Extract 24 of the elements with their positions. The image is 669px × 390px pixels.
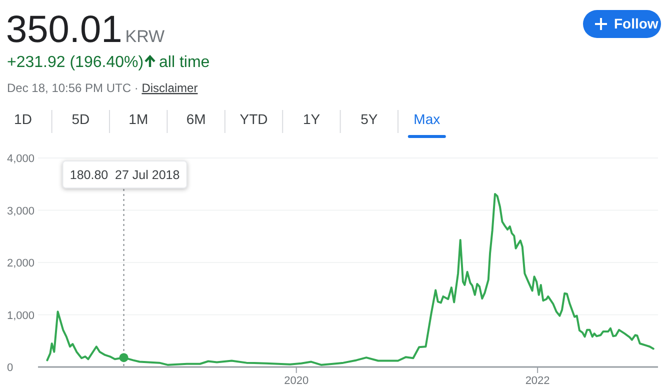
text: 1Y	[302, 111, 321, 127]
text: 5Y	[360, 111, 378, 127]
text: YTD	[240, 111, 268, 127]
y-tick-label: 3,000	[7, 205, 35, 218]
text: 1D	[14, 111, 32, 127]
text: Max	[414, 111, 440, 127]
text: 6M	[186, 111, 206, 127]
annotation: 180.80 27 Jul 2018	[70, 168, 180, 182]
y-tick-label: 4,000	[7, 153, 35, 165]
text: Follow	[614, 16, 658, 32]
line-series	[46, 193, 654, 366]
y-tick-label: 2,000	[7, 258, 35, 270]
text: 1M	[128, 111, 148, 127]
text: Disclaimer	[142, 81, 198, 95]
text: +231.92 (196.40%)	[7, 54, 144, 71]
y-tick-label: 0	[7, 362, 14, 374]
y-tick-label: 1,000	[7, 310, 35, 322]
text: 5D	[72, 111, 90, 127]
chart-title: 350.01	[6, 9, 122, 51]
x-tick-label: 2020	[284, 375, 309, 387]
text: KRW	[125, 27, 165, 46]
x-tick-label: 2022	[525, 375, 550, 387]
text: all time	[159, 54, 210, 71]
text: Dec 18, 10:56 PM UTC ·	[7, 81, 142, 95]
